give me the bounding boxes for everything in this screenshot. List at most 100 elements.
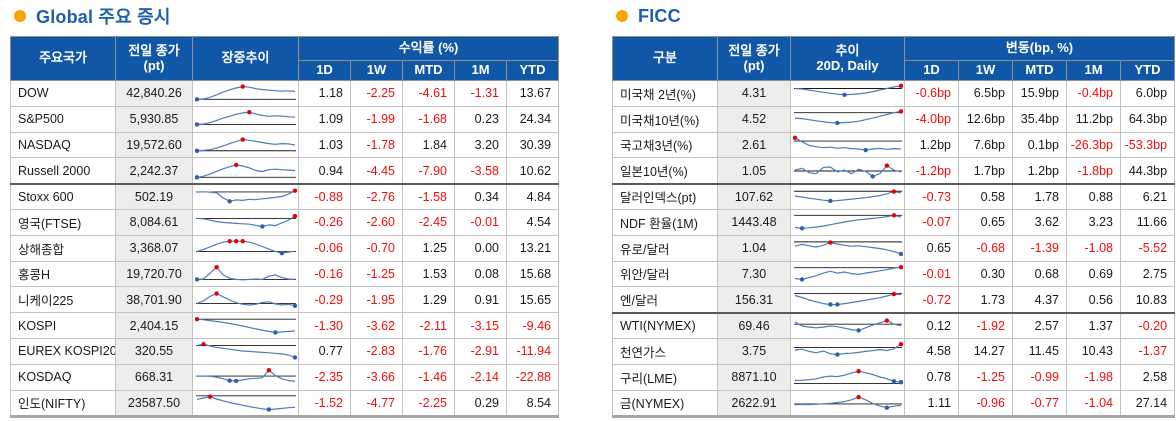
low-marker-dot bbox=[862, 147, 868, 153]
sparkline-chart bbox=[194, 264, 296, 282]
change-value-1d: 1.2bp bbox=[904, 131, 959, 159]
sparkline-chart bbox=[793, 213, 902, 231]
prev-close-value: 320.55 bbox=[115, 337, 193, 365]
prev-close-value: 38,701.90 bbox=[115, 286, 193, 314]
trend-sparkline-cell bbox=[192, 286, 299, 314]
instrument-name: 미국채10년(%) bbox=[612, 105, 718, 133]
instrument-name: 영국(FTSE) bbox=[10, 208, 116, 236]
change-value-ytd: -9.46 bbox=[505, 312, 560, 339]
change-value-ytd: -11.94 bbox=[505, 337, 560, 365]
table-row: S&P500 5,930.85 1.09 -1.99 -1.68 0.23 24.34 bbox=[10, 105, 560, 133]
table-row: KOSPI 2,404.15 -1.30 -3.62 -2.11 -3.15 -9.46 bbox=[10, 312, 560, 339]
sparkline-chart bbox=[194, 162, 296, 180]
change-value-1m: -3.15 bbox=[454, 312, 507, 339]
trend-sparkline-cell bbox=[790, 182, 905, 210]
table-row: 인도(NIFTY) 23587.50 -1.52 -4.77 -2.25 0.29 8.54 bbox=[10, 389, 560, 418]
instrument-name: KOSDAQ bbox=[10, 363, 116, 391]
change-value-ytd: 2.58 bbox=[1119, 363, 1176, 391]
table-row: DOW 42,840.26 1.18 -2.25 -4.61 -1.31 13.67 bbox=[10, 80, 560, 107]
table-row: 미국채 2년(%) 4.31 -0.6bp 6.5bp 15.9bp -0.4bp 6.0b… bbox=[612, 80, 1176, 107]
change-value-ytd: -22.88 bbox=[505, 363, 560, 391]
prev-close-value: 1443.48 bbox=[717, 208, 791, 236]
change-value-1m: 0.08 bbox=[454, 260, 507, 288]
change-value-1m: 0.00 bbox=[454, 234, 507, 262]
table-row: WTI(NYMEX) 69.46 0.12 -1.92 2.57 1.37 -0.20 bbox=[612, 311, 1176, 339]
change-value-1d: -0.06 bbox=[298, 234, 351, 262]
sparkline-chart bbox=[195, 214, 297, 230]
change-value-1m: -1.8bp bbox=[1066, 157, 1121, 185]
sparkline-chart bbox=[793, 291, 902, 307]
high-marker-dot bbox=[827, 240, 833, 245]
change-value-mtd: -2.45 bbox=[402, 208, 455, 236]
change-value-1d: 1.11 bbox=[904, 389, 959, 418]
change-value-1w: -1.99 bbox=[350, 105, 403, 133]
change-value-1w: -0.70 bbox=[350, 234, 403, 262]
trend-sparkline-cell bbox=[192, 312, 299, 339]
change-value-mtd: 0.1bp bbox=[1012, 131, 1067, 159]
change-value-1d: -1.52 bbox=[298, 389, 351, 418]
change-value-ytd: 6.21 bbox=[1119, 182, 1176, 210]
change-value-1d: 4.58 bbox=[904, 337, 959, 365]
low-marker-dot bbox=[266, 406, 271, 412]
trend-sparkline-cell bbox=[192, 363, 299, 391]
change-value-mtd: -2.11 bbox=[402, 312, 455, 339]
table-row: 상해종합 3,368.07 -0.06 -0.70 1.25 0.00 13.21 bbox=[10, 234, 560, 262]
change-value-mtd: 1.84 bbox=[402, 131, 455, 159]
table-row: 영국(FTSE) 8,084.61 -0.26 -2.60 -2.45 -0.01 4.54 bbox=[10, 208, 560, 236]
high-marker-dot bbox=[292, 188, 297, 193]
low-marker-dot bbox=[279, 251, 284, 256]
instrument-name: 미국채 2년(%) bbox=[612, 80, 718, 107]
change-value-ytd: -0.20 bbox=[1119, 311, 1176, 339]
low-marker-dot bbox=[194, 277, 199, 282]
change-value-1m: -2.91 bbox=[454, 337, 507, 365]
prev-close-value: 3,368.07 bbox=[115, 234, 193, 262]
trend-sparkline-cell bbox=[790, 208, 905, 236]
col-header-period-1d: 1D bbox=[904, 60, 959, 81]
high-marker-dot bbox=[891, 189, 896, 194]
trend-sparkline-cell bbox=[790, 363, 905, 391]
change-value-ytd: -1.37 bbox=[1119, 337, 1176, 365]
col-header-period-1m: 1M bbox=[454, 60, 507, 81]
prev-close-value: 23587.50 bbox=[115, 389, 193, 418]
sparkline-chart bbox=[793, 394, 902, 410]
trend-sparkline-cell bbox=[790, 337, 905, 365]
instrument-name: 일본10년(%) bbox=[612, 157, 718, 185]
change-value-1w: -1.25 bbox=[350, 260, 403, 288]
change-value-1m: -26.3bp bbox=[1066, 131, 1121, 159]
low-marker-dot bbox=[827, 301, 833, 307]
trend-sparkline-cell bbox=[192, 337, 299, 365]
sparkline-chart bbox=[793, 109, 903, 126]
trend-sparkline-cell bbox=[192, 234, 299, 262]
instrument-name: NDF 환율(1M) bbox=[612, 208, 718, 236]
sparkline-chart bbox=[793, 189, 902, 203]
change-value-1w: -2.76 bbox=[350, 182, 403, 210]
prev-close-value: 8871.10 bbox=[717, 363, 791, 391]
trend-sparkline-cell bbox=[790, 286, 905, 314]
low-marker-dot bbox=[233, 378, 238, 384]
col-header-trend: 장중추이 bbox=[192, 36, 299, 81]
high-marker-dot bbox=[855, 369, 861, 374]
low-marker-dot bbox=[292, 355, 297, 361]
table-row: NDF 환율(1M) 1443.48 -0.07 0.65 3.62 3.23 11.66 bbox=[612, 208, 1176, 236]
orange-bullet-icon bbox=[14, 10, 26, 22]
sparkline-chart bbox=[194, 84, 296, 102]
change-value-ytd: 15.68 bbox=[505, 260, 560, 288]
high-marker-dot bbox=[898, 264, 903, 270]
change-value-mtd: 1.25 bbox=[402, 234, 455, 262]
instrument-name: Russell 2000 bbox=[10, 157, 116, 185]
prev-close-value: 107.62 bbox=[717, 182, 791, 210]
trend-sparkline-cell bbox=[192, 80, 299, 107]
change-value-1w: 0.30 bbox=[958, 260, 1013, 288]
col-header-period-ytd: YTD bbox=[505, 60, 560, 81]
change-value-ytd: 8.54 bbox=[505, 389, 560, 418]
change-value-1d: 0.12 bbox=[904, 311, 959, 339]
change-value-1w: 12.6bp bbox=[958, 105, 1013, 133]
change-value-ytd: 2.75 bbox=[1119, 260, 1176, 288]
trend-sparkline-cell bbox=[192, 105, 299, 133]
col-header-period-1m: 1M bbox=[1066, 60, 1121, 81]
high-marker-dot bbox=[207, 394, 212, 399]
change-value-1m: 10.43 bbox=[1066, 337, 1121, 365]
sparkline-chart bbox=[194, 316, 296, 335]
instrument-name: 구리(LME) bbox=[612, 363, 718, 391]
col-header-name: 구분 bbox=[612, 36, 718, 81]
